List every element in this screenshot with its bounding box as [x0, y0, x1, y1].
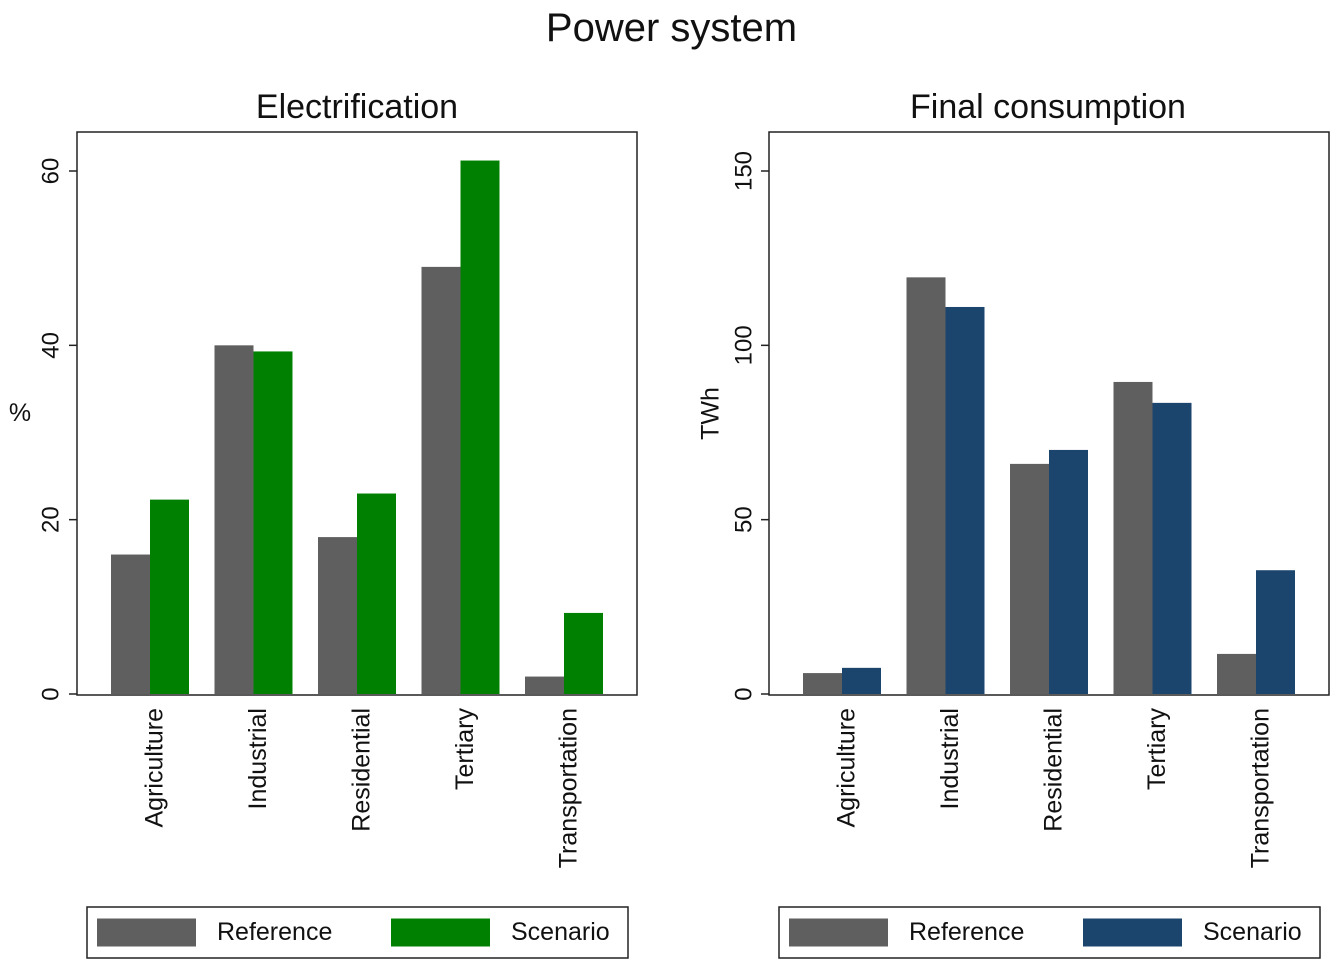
final-consumption-bar-scenario-tertiary — [1152, 402, 1192, 694]
electrification-bar-scenario-transportation — [564, 612, 603, 694]
final-consumption-bar-reference-residential — [1010, 463, 1049, 694]
final-consumption-bar-scenario-transportation — [1256, 570, 1295, 694]
final-consumption-bar-reference-agriculture — [803, 673, 842, 694]
electrification-category-label-agriculture: Agriculture — [141, 708, 169, 828]
final-consumption-legend-swatch-reference — [789, 918, 888, 947]
electrification-category-label-industrial: Industrial — [244, 708, 272, 809]
electrification-title: Electrification — [256, 88, 458, 126]
final-consumption-legend-label-scenario: Scenario — [1203, 918, 1302, 946]
final-consumption-category-label-agriculture: Agriculture — [833, 708, 861, 828]
final-consumption-bar-reference-transportation — [1217, 653, 1256, 694]
electrification-bar-scenario-tertiary — [460, 160, 500, 695]
final-consumption-legend-label-reference: Reference — [909, 918, 1024, 946]
electrification-bar-reference-residential — [318, 537, 357, 694]
electrification-ylabel: % — [9, 399, 31, 427]
final-consumption-bar-scenario-agriculture — [842, 667, 881, 694]
final-consumption-category-label-industrial: Industrial — [936, 708, 964, 809]
electrification-category-label-residential: Residential — [348, 708, 376, 832]
final-consumption-legend — [778, 906, 1321, 959]
electrification-legend-label-scenario: Scenario — [511, 918, 610, 946]
electrification-category-label-tertiary: Tertiary — [451, 708, 479, 790]
final-consumption-bar-reference-tertiary — [1113, 381, 1153, 694]
final-consumption-bar-scenario-industrial — [945, 306, 985, 694]
final-consumption-ytick-label-50: 50 — [730, 506, 757, 533]
electrification-legend-label-reference: Reference — [217, 918, 332, 946]
final-consumption-bar-reference-industrial — [906, 277, 946, 694]
electrification-ytick-label-40: 40 — [37, 332, 64, 359]
electrification-bar-reference-industrial — [214, 345, 254, 694]
electrification-bar-scenario-industrial — [253, 351, 293, 694]
electrification-ytick-label-20: 20 — [37, 506, 64, 533]
electrification-bar-reference-agriculture — [111, 554, 150, 694]
electrification-bar-scenario-agriculture — [150, 499, 189, 694]
final-consumption-ytick-label-100: 100 — [730, 325, 757, 365]
electrification-legend-swatch-scenario — [391, 918, 490, 947]
electrification-ytick-label-0: 0 — [37, 687, 64, 700]
final-consumption-ytick-label-150: 150 — [730, 151, 757, 191]
final-consumption-ytick-label-0: 0 — [730, 687, 757, 700]
electrification-bar-scenario-residential — [357, 493, 396, 694]
final-consumption-category-label-residential: Residential — [1040, 708, 1068, 832]
electrification-plot-frame — [76, 131, 638, 696]
final-consumption-legend-swatch-scenario — [1083, 918, 1182, 947]
electrification-ytick-label-60: 60 — [37, 158, 64, 185]
final-consumption-category-label-transportation: Transportation — [1247, 708, 1275, 868]
electrification-legend-swatch-reference — [97, 918, 196, 947]
electrification-bar-reference-transportation — [525, 676, 564, 694]
final-consumption-bar-scenario-residential — [1049, 449, 1088, 694]
final-consumption-title: Final consumption — [910, 88, 1186, 126]
final-consumption-ylabel: TWh — [697, 387, 725, 440]
figure-title: Power system — [545, 6, 798, 50]
final-consumption-category-label-tertiary: Tertiary — [1143, 708, 1171, 790]
final-consumption-plot-frame — [768, 131, 1330, 696]
electrification-category-label-transportation: Transportation — [555, 708, 583, 868]
electrification-bar-reference-tertiary — [421, 266, 461, 694]
